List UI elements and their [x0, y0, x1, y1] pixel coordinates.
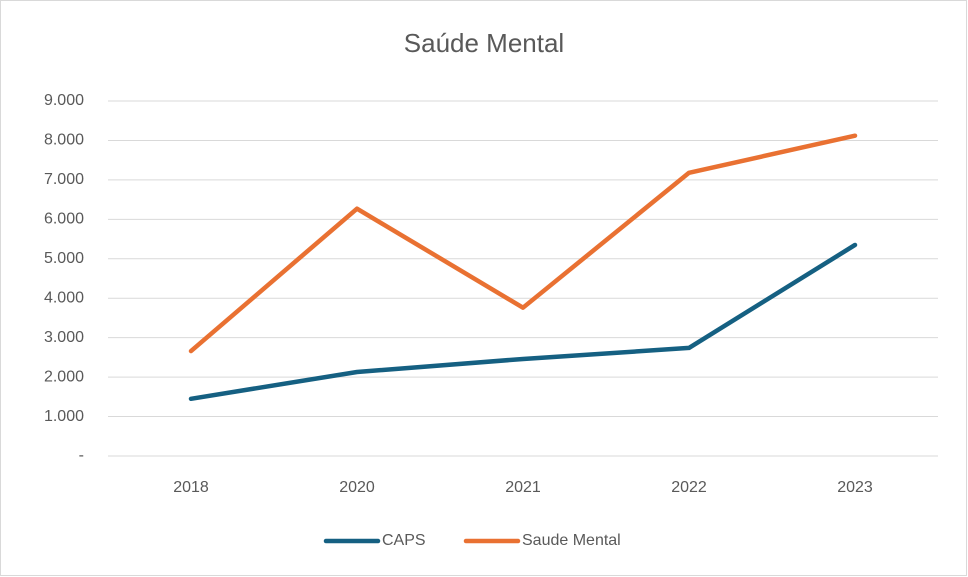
y-tick-label: 3.000 [44, 329, 84, 346]
series-line [188, 133, 858, 354]
y-tick-label: 1.000 [44, 408, 84, 425]
x-tick-label: 2018 [173, 479, 209, 496]
y-tick-label: - [79, 447, 84, 464]
x-tick-label: 2021 [505, 479, 541, 496]
x-tick-label: 2022 [671, 479, 707, 496]
y-tick-label: 4.000 [44, 289, 84, 306]
chart-title: Saúde Mental [404, 28, 564, 58]
y-tick-label: 2.000 [44, 368, 84, 385]
y-tick-label: 9.000 [44, 92, 84, 109]
series-line [188, 242, 858, 402]
legend-label: Saude Mental [522, 532, 621, 549]
x-tick-label: 2020 [339, 479, 375, 496]
legend-label: CAPS [382, 532, 426, 549]
y-tick-label: 6.000 [44, 211, 84, 228]
y-tick-label: 8.000 [44, 132, 84, 149]
y-tick-label: 7.000 [44, 171, 84, 188]
x-tick-label: 2023 [837, 479, 873, 496]
y-tick-label: 5.000 [44, 250, 84, 267]
